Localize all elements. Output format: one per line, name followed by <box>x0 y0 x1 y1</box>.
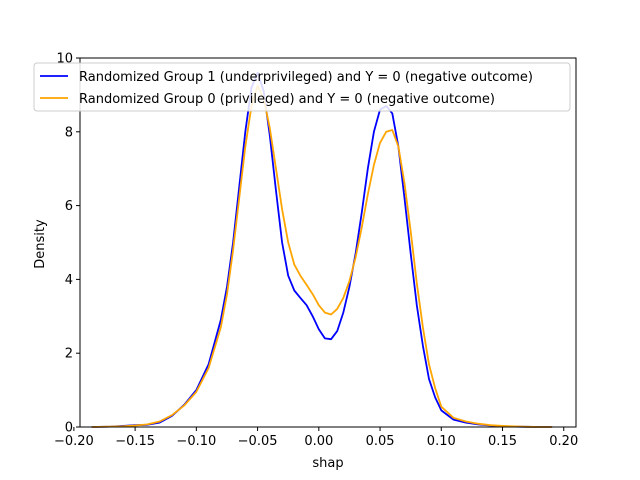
series-lines <box>91 71 553 428</box>
x-axis-label: shap <box>312 456 343 471</box>
x-tick-label: −0.05 <box>238 434 278 449</box>
y-axis-label: Density <box>33 219 48 269</box>
x-tick-label: 0.05 <box>366 434 395 449</box>
x-tick-label: 0.15 <box>488 434 517 449</box>
series-line-1 <box>91 84 553 428</box>
y-tick-label: 6 <box>65 199 73 214</box>
y-tick-label: 0 <box>65 421 73 436</box>
x-tick-label: −0.10 <box>176 434 216 449</box>
x-axis-ticks: −0.20 −0.15 −0.10 −0.05 0.00 0.05 0.10 0.15 0.20 <box>54 427 578 449</box>
legend-label-group0: Randomized Group 0 (privileged) and Y = … <box>79 92 495 107</box>
x-tick-label: −0.20 <box>54 434 94 449</box>
x-tick-label: 0.00 <box>304 434 333 449</box>
x-tick-label: 0.20 <box>549 434 578 449</box>
legend-box <box>33 62 571 112</box>
y-tick-label: 2 <box>65 347 73 362</box>
y-tick-label: 4 <box>65 273 73 288</box>
legend-label-group1: Randomized Group 1 (underprivileged) and… <box>79 70 533 85</box>
y-tick-label: 8 <box>65 125 73 140</box>
x-tick-label: −0.15 <box>115 434 155 449</box>
series-line-0 <box>91 71 553 428</box>
plot-frame <box>79 57 577 428</box>
legend: Randomized Group 1 (underprivileged) and… <box>33 62 571 112</box>
x-tick-label: 0.10 <box>427 434 456 449</box>
